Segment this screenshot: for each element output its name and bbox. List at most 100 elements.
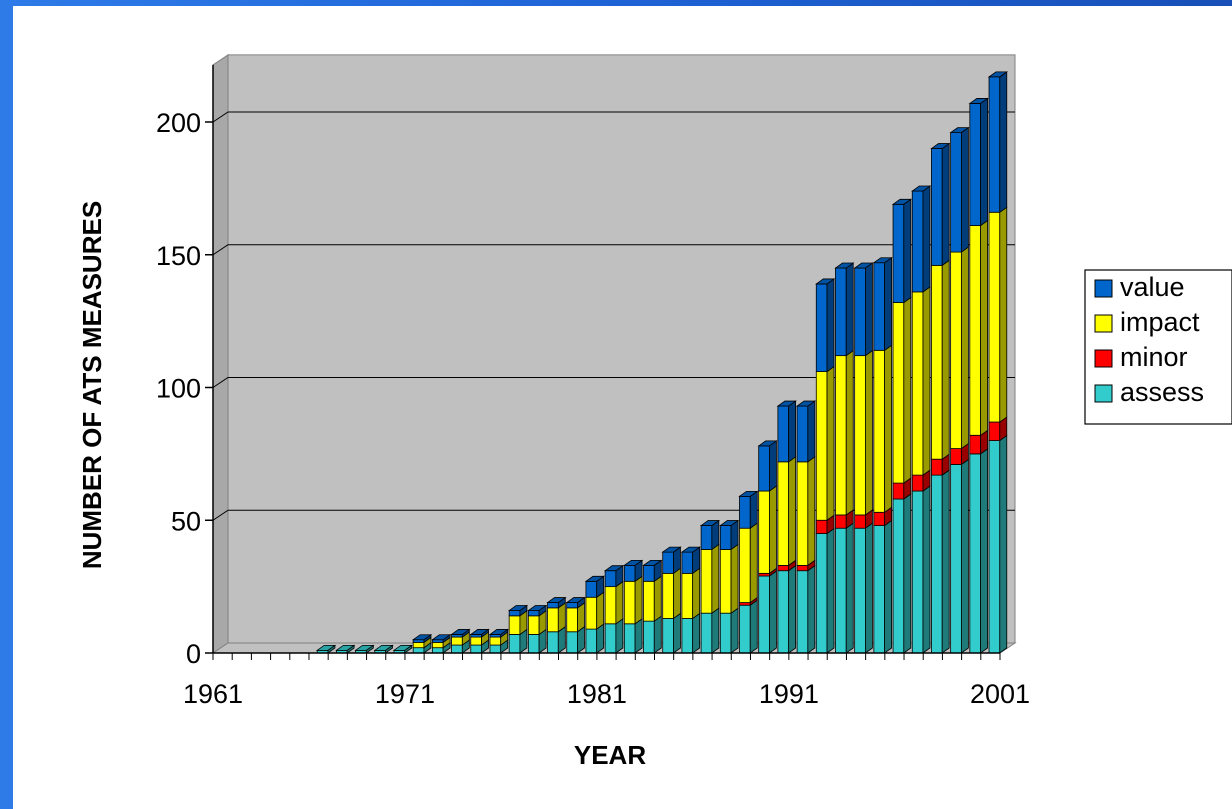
- bar-1995-assess: [873, 519, 893, 654]
- bars: [315, 71, 1009, 654]
- bar-1986-value: [699, 519, 721, 551]
- y-tick-label: 150: [156, 241, 201, 271]
- bar-2001-impact: [988, 206, 1008, 423]
- bar-1988-impact: [739, 522, 758, 604]
- bar-1988-assess: [739, 599, 758, 654]
- bar-2001-assess: [988, 434, 1008, 654]
- bar-1984-assess: [662, 612, 681, 654]
- bar-1991-impact: [796, 456, 816, 567]
- bar-2000-value: [968, 97, 989, 227]
- y-tick-label: 50: [171, 506, 201, 536]
- bar-1975-value: [488, 628, 509, 638]
- legend-swatch-value: [1094, 279, 1113, 298]
- y-tick-label: 200: [156, 108, 201, 138]
- bar-1966-assess: [315, 644, 337, 654]
- bar-1987-value: [719, 519, 740, 551]
- bar-1997-minor: [911, 469, 931, 492]
- bar-1992-impact: [815, 365, 835, 522]
- x-tick-label: 2001: [970, 679, 1030, 709]
- legend-swatch-minor: [1094, 349, 1113, 368]
- bar-1988-value: [738, 490, 759, 529]
- bar-1994-impact: [854, 349, 873, 516]
- bar-1995-value: [872, 256, 893, 352]
- bar-1982-value: [623, 559, 644, 583]
- bar-1989-assess: [758, 570, 777, 654]
- bar-1998-value: [930, 142, 951, 267]
- gridline: [212, 111, 1015, 123]
- x-axis-title: YEAR: [574, 740, 646, 770]
- bar-1994-assess: [854, 522, 873, 654]
- bar-1997-assess: [911, 485, 931, 654]
- bar-1999-impact: [950, 246, 969, 450]
- bar-1995-impact: [873, 344, 893, 514]
- x-tick-label: 1991: [759, 679, 819, 709]
- bar-1997-value: [910, 185, 932, 293]
- bar-1998-assess: [931, 469, 950, 654]
- bar-1980-impact: [585, 591, 605, 630]
- bar-1983-value: [642, 559, 663, 583]
- bar-1993-assess: [835, 522, 854, 654]
- bar-1977-impact: [527, 610, 547, 636]
- bar-1989-value: [757, 440, 778, 492]
- axes: 0 50 100 150 200 1961 1971 1981 1991 2001: [156, 64, 1030, 709]
- bar-1985-value: [680, 546, 701, 575]
- bar-1999-assess: [950, 458, 969, 654]
- bar-1996-assess: [892, 493, 912, 654]
- legend-label-impact: impact: [1120, 307, 1200, 337]
- bar-1985-assess: [681, 612, 701, 654]
- bar-1982-impact: [623, 575, 643, 625]
- legend-swatch-impact: [1094, 314, 1113, 333]
- legend: value impact minor assess: [1084, 269, 1232, 425]
- bar-2001-value: [987, 71, 1009, 214]
- bar-1984-value: [661, 546, 682, 575]
- bar-1986-assess: [700, 607, 720, 654]
- bar-1989-impact: [758, 485, 777, 575]
- gridline: [212, 244, 1015, 256]
- bar-1996-impact: [892, 296, 912, 484]
- bar-1968-assess: [354, 644, 375, 654]
- bar-1977-value: [527, 604, 548, 617]
- y-tick-label: 100: [156, 374, 201, 404]
- bar-1971-value: [411, 633, 433, 644]
- x-tick-label: 1981: [567, 679, 627, 709]
- gridline: [212, 377, 1015, 388]
- legend-label-minor: minor: [1120, 342, 1188, 372]
- bar-1992-value: [815, 278, 836, 373]
- legend-swatch-assess: [1094, 384, 1113, 403]
- bar-1981-assess: [604, 618, 624, 654]
- x-tick-label: 1971: [375, 679, 435, 709]
- bar-1990-value: [776, 400, 797, 463]
- bar-1980-value: [584, 575, 605, 599]
- bar-1970-assess: [392, 644, 413, 654]
- bar-1985-impact: [681, 567, 701, 620]
- bar-1991-assess: [796, 564, 816, 654]
- bar-1978-value: [546, 596, 567, 609]
- bar-1999-value: [949, 126, 970, 253]
- bar-1996-value: [891, 198, 913, 304]
- y-tick-label: 0: [186, 639, 201, 669]
- bar-1990-impact: [777, 456, 797, 567]
- bar-1997-impact: [911, 286, 931, 476]
- bar-1984-impact: [662, 567, 681, 620]
- bar-1974-value: [469, 628, 490, 638]
- bar-1993-impact: [835, 349, 854, 516]
- bar-1990-assess: [777, 564, 797, 654]
- bar-1973-value: [450, 628, 471, 638]
- bar-1981-value: [603, 564, 625, 588]
- bar-1993-minor: [835, 509, 854, 529]
- bar-1994-value: [853, 262, 874, 357]
- y-axis-title: NUMBER OF ATS MEASURES: [77, 201, 107, 569]
- bar-1986-impact: [700, 543, 720, 614]
- bar-1991-value: [795, 400, 817, 463]
- bar-1981-impact: [604, 580, 624, 625]
- bar-1998-impact: [931, 259, 950, 460]
- bar-2000-impact: [969, 219, 988, 437]
- bar-1987-impact: [719, 543, 739, 614]
- legend-label-value: value: [1120, 272, 1185, 302]
- legend-label-assess: assess: [1120, 377, 1204, 407]
- bar-1976-value: [507, 604, 529, 617]
- bar-1992-minor: [815, 514, 835, 535]
- bar-1972-value: [431, 633, 452, 644]
- bar-1987-assess: [719, 607, 739, 654]
- side-wall: [212, 53, 229, 654]
